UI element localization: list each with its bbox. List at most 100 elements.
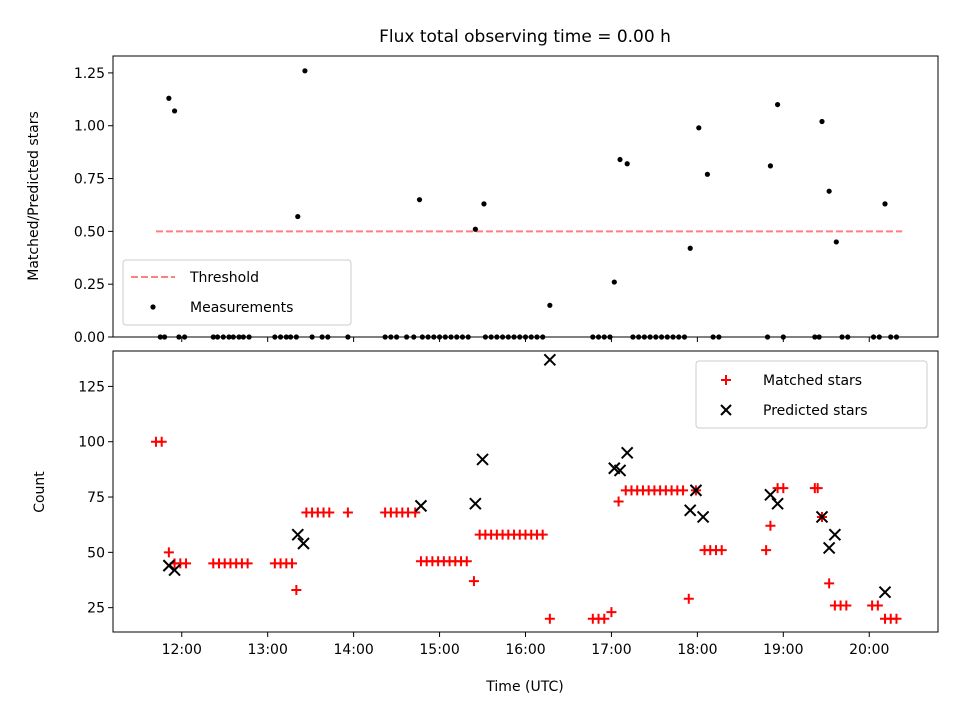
threshold-legend-label: Threshold: [189, 270, 259, 286]
top-measurement-point: [687, 245, 693, 251]
bottom-matched-star-point: [468, 576, 479, 587]
bottom-matched-star-point: [761, 545, 772, 556]
top-measurement-point: [681, 334, 688, 340]
top-chart-title: Flux total observing time = 0.00 h: [379, 27, 671, 47]
top-measurement-point: [246, 334, 252, 340]
top-measurement-point: [664, 334, 670, 340]
top-measurement-point: [236, 334, 242, 340]
top-measurement-point: [767, 163, 774, 169]
bottom-predicted-star-point: [414, 499, 428, 513]
bottom-predicted-star-point: [822, 541, 836, 555]
bottom-legend: Matched stars Predicted stars: [695, 360, 928, 429]
top-measurement-point: [658, 334, 665, 340]
top-measurement-point: [210, 334, 216, 340]
bottom-predicted-star-point: [476, 453, 489, 466]
bottom-matched-star-point: [156, 436, 167, 447]
bottom-predicted-star-point: [696, 510, 710, 524]
bottom-predicted-star-point: [469, 497, 482, 510]
bottom-predicted-star-point: [297, 537, 310, 550]
top-measurement-point: [641, 334, 647, 340]
bottom-predicted-star-point: [815, 510, 829, 524]
bottom-matched-star-point: [242, 558, 253, 569]
top-measurement-point: [607, 334, 613, 340]
predicted-legend-marker: [720, 404, 732, 416]
measurements-legend-marker: [150, 304, 156, 310]
top-measurement-point: [436, 334, 443, 340]
top-measurement-point: [845, 334, 851, 340]
top-y-tick-label: 0.25: [74, 277, 105, 293]
top-measurement-point: [522, 334, 529, 340]
top-measurement-point: [611, 279, 617, 285]
top-measurement-point: [534, 334, 540, 340]
top-measurement-point: [345, 334, 351, 340]
top-measurement-point: [494, 334, 500, 340]
bottom-matched-star-point: [342, 507, 353, 518]
bottom-x-tick-label: 20:00: [849, 642, 889, 658]
top-measurement-point: [636, 334, 642, 340]
bottom-matched-star-point: [778, 483, 789, 494]
top-measurement-point: [388, 334, 394, 340]
top-measurement-point: [214, 334, 221, 340]
bottom-matched-star-point: [410, 507, 421, 518]
bottom-x-tick-label: 17:00: [591, 642, 631, 658]
top-measurement-point: [416, 197, 423, 203]
top-measurement-point: [319, 334, 325, 340]
top-measurement-point: [393, 334, 400, 340]
bottom-matched-star-point: [324, 507, 335, 518]
top-measurement-point: [893, 334, 900, 340]
top-measurement-point: [839, 334, 845, 340]
top-measurement-point: [166, 95, 172, 101]
bottom-matched-star-point: [765, 520, 776, 531]
top-measurement-point: [295, 213, 301, 220]
top-measurement-point: [442, 334, 448, 340]
top-measurement-point: [511, 334, 517, 340]
bottom-predicted-star-point: [613, 464, 627, 477]
top-plot-area: 0.00 0.25 0.50 0.75 1.00 1.25: [74, 55, 939, 346]
top-measurement-point: [630, 334, 636, 340]
bottom-x-tick-label: 13:00: [248, 642, 288, 658]
top-measurement-point: [171, 108, 178, 114]
top-y-tick-label: 0.50: [74, 224, 105, 240]
bottom-x-axis-label: Time (UTC): [485, 679, 563, 695]
top-measurement-point: [230, 334, 236, 340]
bottom-x-tick-label: 16:00: [505, 642, 545, 658]
bottom-matched-star-point: [824, 578, 835, 589]
bottom-y-tick-label: 25: [87, 601, 105, 617]
bottom-predicted-star-point: [168, 563, 181, 577]
top-measurement-point: [411, 334, 417, 340]
bottom-matched-star-point: [461, 556, 472, 567]
top-legend-box: [122, 259, 352, 326]
top-measurement-point: [481, 201, 487, 207]
top-measurement-point: [499, 334, 506, 340]
bottom-x-tick-label: 14:00: [333, 642, 373, 658]
top-measurement-point: [482, 334, 488, 340]
top-measurement-point: [888, 334, 894, 340]
bottom-matched-star-point: [872, 600, 883, 611]
bottom-matched-star-point: [812, 483, 823, 494]
top-measurement-point: [696, 125, 702, 131]
bottom-matched-star-point: [841, 600, 852, 611]
bottom-x-tick-label: 18:00: [677, 642, 717, 658]
top-measurement-point: [704, 171, 711, 177]
top-measurement-point: [288, 334, 294, 340]
bottom-predicted-star-point: [771, 497, 784, 510]
bottom-matched-star-point: [537, 529, 548, 540]
top-measurement-point: [812, 334, 818, 340]
bottom-matched-star-point: [678, 485, 689, 496]
bottom-matched-star-point: [181, 558, 192, 569]
top-measurement-point: [404, 334, 410, 340]
top-measurement-point: [454, 334, 460, 340]
bottom-matched-star-point: [891, 613, 902, 624]
measurements-legend-label: Measurements: [190, 300, 293, 316]
top-measurement-point: [293, 334, 299, 340]
top-measurement-point: [819, 118, 825, 125]
bottom-y-tick-label: 50: [87, 545, 105, 561]
top-measurement-point: [590, 334, 596, 340]
top-measurement-point: [870, 334, 877, 340]
bottom-predicted-star-point: [828, 528, 842, 541]
top-measurement-point: [283, 334, 289, 340]
top-measurement-point: [419, 334, 425, 340]
bottom-matched-star-point: [613, 496, 624, 507]
